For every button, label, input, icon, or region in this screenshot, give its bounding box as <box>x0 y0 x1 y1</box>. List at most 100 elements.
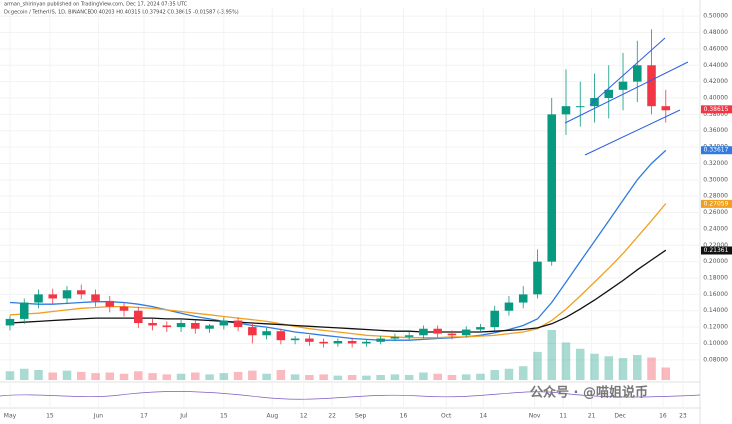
price-label-box <box>701 246 732 255</box>
volume-bar <box>34 370 43 380</box>
volume-bar <box>504 368 514 380</box>
volume-bar <box>447 375 457 380</box>
candle-body <box>447 333 457 336</box>
volume-bar <box>176 373 186 380</box>
volume-bar <box>390 374 400 380</box>
volume-bar <box>461 374 471 380</box>
moving-average <box>9 249 667 333</box>
volume-bar <box>76 371 86 380</box>
volume-bar <box>547 330 557 380</box>
volume-bar <box>347 375 357 380</box>
x-tick-label: Sep <box>355 413 367 420</box>
volume-bar <box>419 372 428 380</box>
x-tick-label: 21 <box>588 413 596 420</box>
oscillator-line <box>0 391 701 400</box>
volume-bar <box>647 357 656 380</box>
volume-bar <box>590 353 599 380</box>
price-label: 0.27059 <box>704 200 729 207</box>
volume-bar <box>333 375 343 380</box>
candle-body <box>148 323 157 326</box>
volume-bar <box>162 374 172 380</box>
x-tick-label: May <box>4 413 17 420</box>
x-tick-label: 12 <box>300 413 308 420</box>
y-tick-label: 0.10000 <box>703 340 728 347</box>
volume-bar <box>575 348 585 380</box>
x-tick-label: Dec <box>614 413 626 420</box>
volume-bar <box>319 374 328 380</box>
y-tick-label: 0.36000 <box>703 127 728 134</box>
candle-body <box>419 328 428 336</box>
x-tick-label: 16 <box>400 413 408 420</box>
candle-body <box>590 98 599 107</box>
candle-body <box>347 341 357 344</box>
volume-bar <box>5 371 15 380</box>
y-tick-label: 0.24000 <box>703 225 728 232</box>
volume-bar <box>404 375 414 380</box>
volume-bar <box>48 372 58 380</box>
y-tick-label: 0.18000 <box>703 275 728 282</box>
candle-body <box>376 338 385 342</box>
x-tick-label: 15 <box>220 413 228 420</box>
candle-body <box>5 318 15 326</box>
volume-bar <box>276 370 286 380</box>
candle-body <box>290 338 300 341</box>
candle-body <box>490 310 499 328</box>
candle-body <box>333 341 343 344</box>
volume-bar <box>604 356 614 380</box>
y-tick-label: 0.30000 <box>703 176 728 183</box>
candle-body <box>404 335 414 337</box>
volume-bar <box>134 371 143 380</box>
candle-body <box>561 106 571 115</box>
candle-body <box>604 89 614 98</box>
moving-average <box>9 149 667 341</box>
plot: 0.08000 0.10000 0.12000 0.14000 0.16000 0.180… <box>0 8 728 420</box>
candle-body <box>34 294 43 303</box>
candle-body <box>504 302 514 311</box>
candle-body <box>305 338 314 342</box>
x-tick-label: 22 <box>328 413 336 420</box>
y-tick-label: 0.46000 <box>703 45 728 52</box>
y-tick-label: 0.28000 <box>703 193 728 200</box>
x-tick-label: Nov <box>529 413 541 420</box>
y-tick-label: 0.12000 <box>703 324 728 331</box>
watermark: 公众号 · @喵姐说币 <box>530 385 648 401</box>
candle-body <box>547 114 557 262</box>
candle-body <box>105 300 115 307</box>
x-tick-label: 17 <box>140 413 148 420</box>
volume-bar <box>62 370 72 380</box>
x-tick-label: 11 <box>559 413 567 420</box>
volume-bar <box>362 375 371 380</box>
channel-line <box>589 37 666 106</box>
y-tick-label: 0.48000 <box>703 29 728 36</box>
candle-body <box>661 106 671 111</box>
volume-bar <box>433 373 442 380</box>
y-tick-label: 0.16000 <box>703 291 728 298</box>
volume-bar <box>518 366 528 380</box>
volume-bar <box>148 373 157 380</box>
x-tick-label: Jun <box>93 413 104 420</box>
candle-body <box>262 331 271 336</box>
y-tick-label: 0.32000 <box>703 160 728 167</box>
candle-body <box>575 106 585 108</box>
candle-body <box>276 331 286 341</box>
price-label-box <box>701 199 732 208</box>
candle-body <box>48 294 58 299</box>
candle-body <box>362 341 371 344</box>
x-tick-label: Oct <box>441 413 452 420</box>
candle-body <box>219 320 229 326</box>
candle-body <box>632 65 642 82</box>
ohlc: O0.40203 H0.40315 L0.37942 C0.38615 -0.0… <box>90 10 239 16</box>
candle-body <box>176 323 186 328</box>
volume-bar <box>305 375 314 380</box>
price-label: 0.21361 <box>704 247 729 254</box>
x-tick-label: Jul <box>179 413 188 420</box>
volume-bar <box>248 370 257 380</box>
volume-bar <box>119 373 129 380</box>
candle-body <box>476 327 485 330</box>
y-tick-label: 0.50000 <box>703 13 728 20</box>
y-tick-label: 0.22000 <box>703 242 728 249</box>
y-tick-label: 0.40000 <box>703 95 728 102</box>
x-tick-label: 23 <box>679 413 687 420</box>
candle-body <box>647 65 656 107</box>
